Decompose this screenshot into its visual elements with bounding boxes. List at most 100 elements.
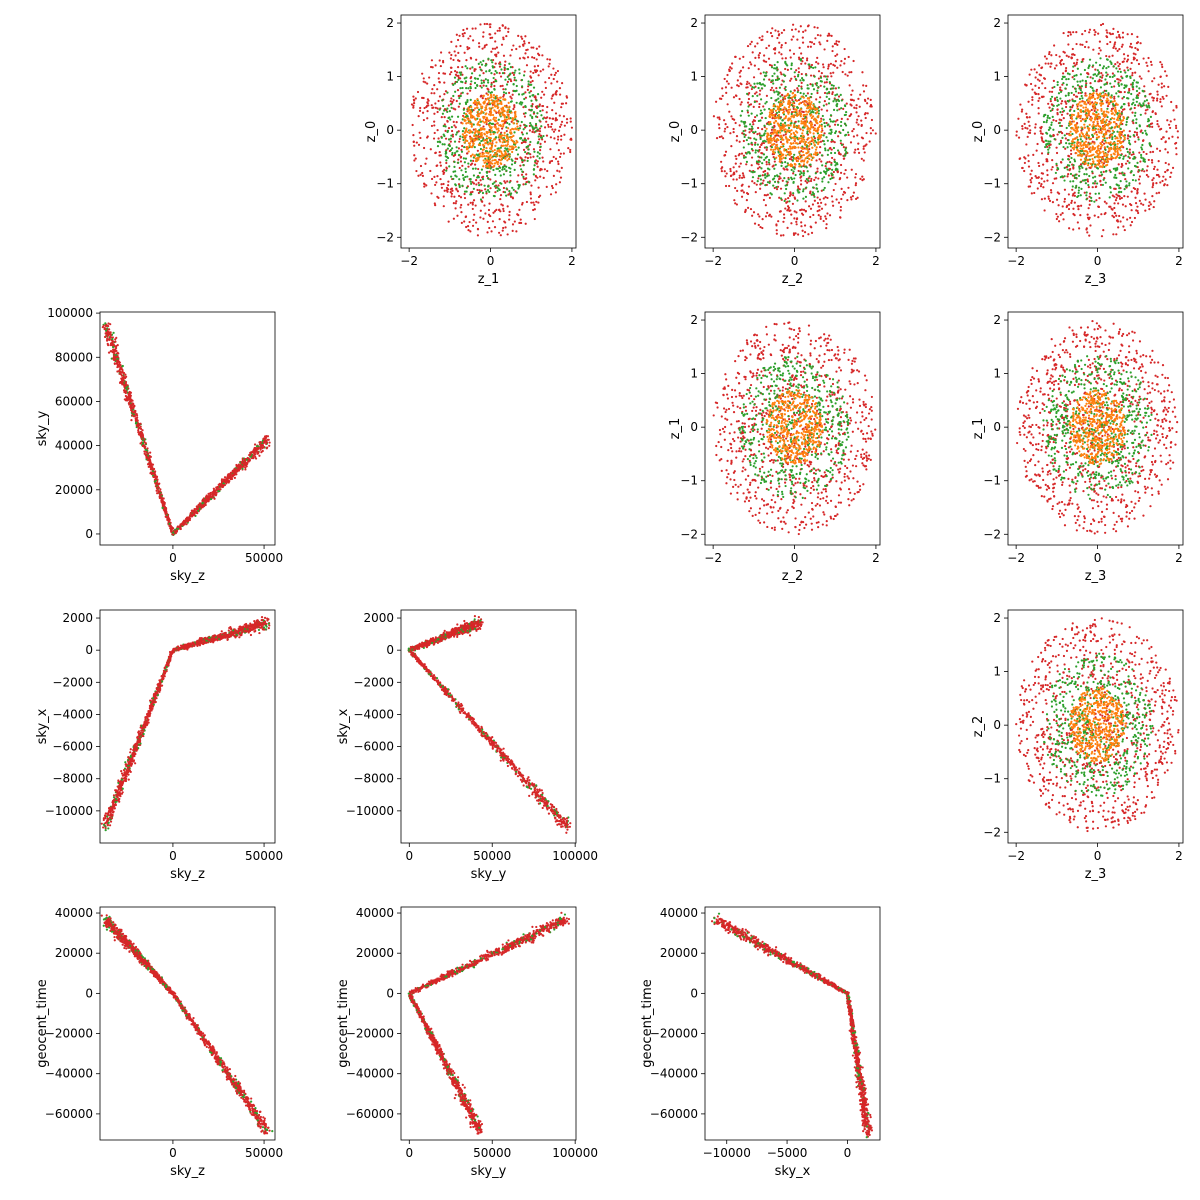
middle-point	[846, 131, 850, 134]
inner-point	[499, 124, 502, 127]
inner-point	[464, 119, 467, 122]
outer-point	[489, 36, 492, 40]
outer-point	[433, 202, 436, 205]
middle-point	[1069, 105, 1072, 109]
outer-point	[749, 137, 752, 140]
outer-point	[1126, 66, 1129, 69]
outer-point	[1136, 205, 1139, 208]
inner-point	[476, 157, 479, 160]
outer-point	[1069, 31, 1072, 34]
middle-point	[754, 151, 757, 154]
outer-point	[1139, 160, 1142, 163]
middle-point	[772, 177, 776, 180]
outer-point	[758, 105, 761, 109]
middle-point	[492, 168, 495, 172]
inner-point	[487, 101, 490, 104]
outer-point	[1077, 208, 1080, 211]
outer-point	[849, 114, 852, 117]
outer-point	[419, 173, 422, 176]
outer-point	[1174, 124, 1178, 127]
middle-point	[518, 127, 521, 130]
outer-point	[769, 31, 773, 35]
inner-point	[496, 162, 499, 166]
middle-point	[813, 139, 817, 142]
outer-point	[518, 221, 522, 224]
outer-point	[543, 126, 547, 129]
outer-point	[457, 76, 460, 80]
inner-point	[779, 155, 782, 158]
outer-point	[847, 55, 850, 59]
outer-point	[1056, 215, 1059, 218]
inner-point	[470, 123, 474, 126]
outer-point	[1171, 166, 1175, 169]
middle-point	[779, 95, 782, 98]
outer-point	[1053, 177, 1056, 180]
outer-point	[438, 154, 441, 157]
middle-point	[518, 102, 521, 105]
outer-point	[1060, 102, 1063, 105]
outer-point	[1159, 181, 1162, 184]
inner-point	[771, 143, 774, 146]
outer-point	[758, 145, 762, 149]
middle-point	[1054, 171, 1057, 175]
outer-point	[755, 91, 758, 94]
outer-point	[478, 45, 481, 48]
outer-point	[772, 89, 775, 92]
middle-point	[470, 182, 473, 185]
outer-point	[797, 99, 801, 102]
outer-point	[816, 210, 819, 213]
y-tick-label: −1	[680, 177, 698, 191]
inner-point	[499, 140, 502, 143]
outer-point	[1161, 95, 1164, 99]
inner-point	[802, 100, 805, 103]
middle-point	[483, 184, 486, 187]
outer-point	[777, 134, 780, 137]
outer-point	[818, 106, 821, 109]
inner-point	[469, 140, 473, 143]
outer-point	[849, 141, 853, 144]
outer-point	[787, 196, 790, 200]
outer-point	[801, 41, 805, 44]
outer-point	[829, 146, 832, 150]
outer-point	[747, 97, 751, 101]
outer-point	[537, 74, 540, 77]
outer-point	[512, 107, 515, 111]
middle-point	[805, 178, 808, 181]
outer-point	[1175, 153, 1178, 156]
outer-point	[1101, 22, 1105, 26]
outer-point	[818, 198, 822, 201]
middle-point	[450, 115, 454, 118]
outer-point	[779, 234, 783, 237]
outer-point	[518, 57, 522, 60]
outer-point	[761, 226, 764, 230]
middle-point	[745, 160, 749, 163]
middle-point	[532, 173, 535, 176]
middle-point	[457, 78, 460, 81]
middle-point	[493, 185, 496, 188]
outer-point	[1108, 55, 1111, 58]
outer-point	[555, 90, 558, 93]
middle-point	[764, 176, 767, 179]
outer-point	[1072, 62, 1076, 65]
outer-point	[1137, 136, 1140, 139]
outer-point	[729, 167, 732, 171]
outer-point	[430, 59, 434, 62]
middle-point	[1144, 94, 1147, 98]
outer-point	[454, 70, 457, 73]
outer-point	[1126, 54, 1130, 57]
outer-point	[504, 181, 507, 184]
outer-point	[442, 172, 445, 176]
middle-point	[515, 148, 518, 152]
middle-point	[781, 119, 784, 122]
outer-point	[524, 222, 527, 225]
outer-point	[1084, 29, 1087, 33]
outer-point	[1123, 69, 1126, 72]
outer-point	[454, 207, 457, 210]
middle-point	[784, 61, 787, 64]
outer-point	[859, 93, 862, 96]
outer-point	[438, 59, 441, 62]
outer-point	[808, 205, 811, 208]
middle-point	[756, 82, 759, 85]
middle-point	[743, 122, 746, 125]
middle-point	[773, 67, 776, 70]
